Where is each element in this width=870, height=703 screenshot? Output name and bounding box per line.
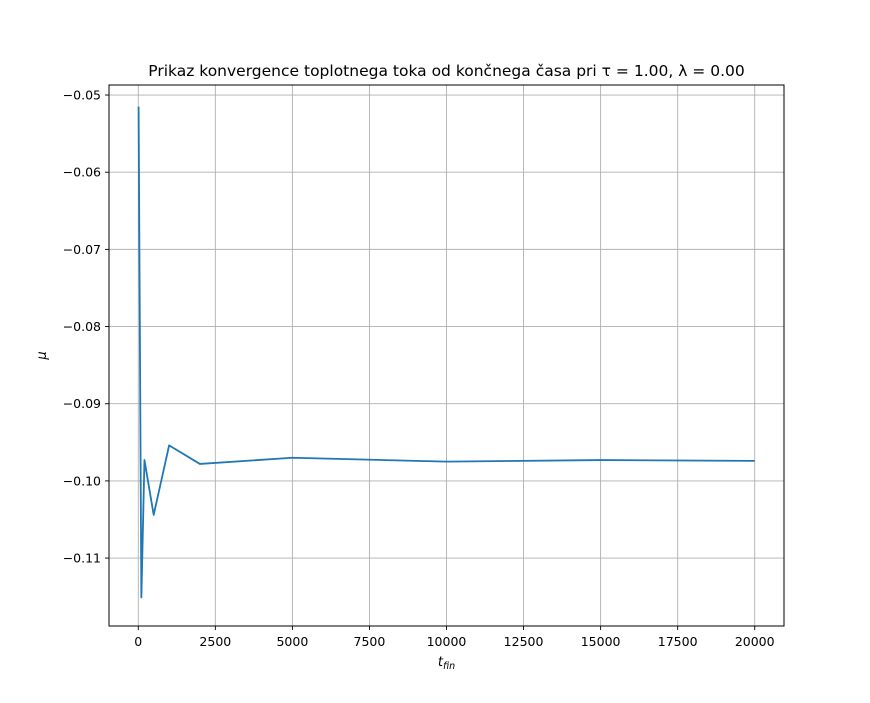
x-tick-label: 12500 (504, 634, 544, 649)
y-axis-label: μ (35, 351, 50, 360)
x-tick-label: 15000 (581, 634, 621, 649)
y-tick-label: −0.09 (63, 396, 101, 411)
x-axis-label: tfin (438, 655, 455, 672)
y-tick-label: −0.07 (63, 242, 101, 257)
x-tick-label: 0 (134, 634, 142, 649)
x-tick-label: 2500 (199, 634, 231, 649)
x-tick-label: 17500 (658, 634, 698, 649)
y-tick-label: −0.06 (63, 165, 101, 180)
series-line (137, 106, 755, 599)
y-tick-label: −0.11 (63, 551, 101, 566)
x-tick-label: 7500 (354, 634, 386, 649)
series-layer (137, 106, 755, 599)
chart-title: Prikaz konvergence toplotnega toka od ko… (148, 62, 744, 80)
x-tick-label: 20000 (735, 634, 775, 649)
grid (109, 85, 784, 626)
y-tick-label: −0.10 (63, 473, 101, 488)
y-tick-label: −0.05 (63, 88, 101, 103)
axis-ticks: 0 2500 5000 7500 10000 12500 15000 17500 20000 −0… (63, 88, 775, 649)
y-tick-label: −0.08 (63, 319, 101, 334)
x-tick-label: 5000 (276, 634, 308, 649)
x-tick-label: 10000 (427, 634, 467, 649)
